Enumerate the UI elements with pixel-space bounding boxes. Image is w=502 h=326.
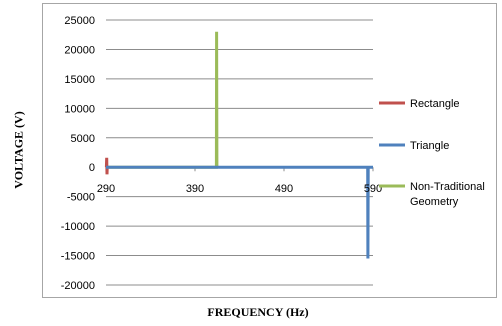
- y-axis-label: VOLTAGE (V): [11, 111, 26, 189]
- y-tick-label: -10000: [61, 221, 95, 233]
- grid-lines: [105, 19, 374, 286]
- legend-label-non-traditional-geometry: Non-Traditional Geometry: [410, 181, 485, 208]
- series-lines: [104, 31, 373, 259]
- x-tick-label: 590: [364, 183, 382, 195]
- x-tick-label: 390: [186, 183, 204, 195]
- legend: Rectangle Triangle Non-Traditional Geometry: [379, 98, 485, 208]
- legend-label-rectangle: Rectangle: [410, 98, 460, 110]
- series-line-triangle: [106, 165, 373, 259]
- y-tick-label: 5000: [71, 133, 95, 145]
- y-tick-label: 25000: [64, 15, 95, 27]
- legend-label-triangle: Triangle: [410, 140, 449, 152]
- y-tick-label: -5000: [67, 192, 95, 204]
- series-line-non-traditional-geometry: [106, 31, 219, 169]
- y-tick-label: 15000: [64, 74, 95, 86]
- chart-svg: 25000 20000 15000 10000 5000 0 -5000 -10000 -150…: [61, 15, 485, 292]
- y-tick-label: 20000: [64, 44, 95, 56]
- y-tick-label: -20000: [61, 280, 95, 292]
- chart-frame: [42, 3, 497, 298]
- y-tick-label: -15000: [61, 251, 95, 263]
- y-tick-label: 10000: [64, 103, 95, 115]
- y-tick-label: 0: [89, 162, 95, 174]
- x-axis-label: FREQUENCY (Hz): [207, 305, 309, 319]
- x-tick-label: 490: [275, 183, 293, 195]
- tick-labels: 25000 20000 15000 10000 5000 0 -5000 -10000 -150…: [61, 15, 382, 292]
- x-tick-label: 290: [97, 183, 115, 195]
